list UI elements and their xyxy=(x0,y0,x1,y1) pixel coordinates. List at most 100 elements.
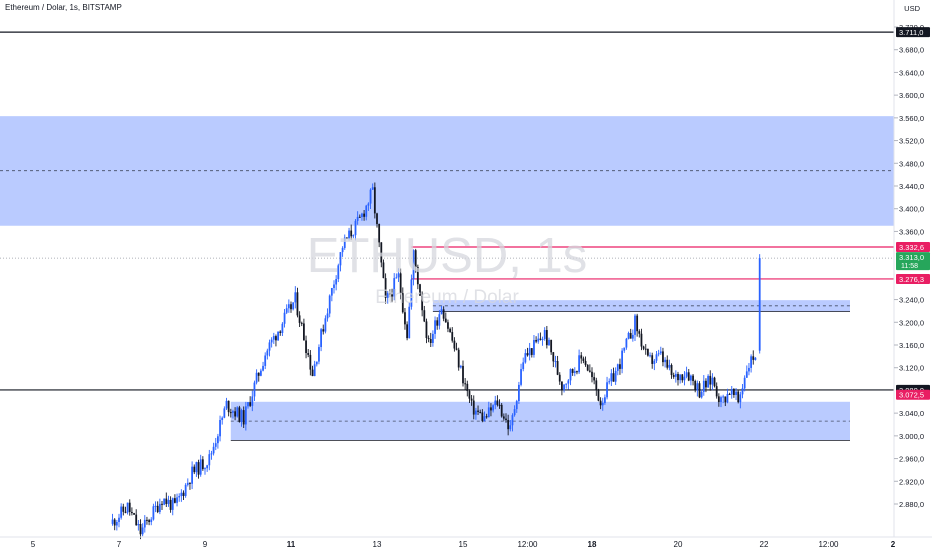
candle-body-147 xyxy=(427,337,430,339)
candle-body-245 xyxy=(638,331,641,334)
x-tick-label-1: 7 xyxy=(117,540,122,549)
candle-body-229 xyxy=(604,397,606,403)
candle-body-15 xyxy=(143,519,146,528)
candle-body-138 xyxy=(408,306,411,339)
currency-label[interactable]: USD xyxy=(904,4,920,13)
candle-body-99 xyxy=(324,318,327,332)
candle-body-96 xyxy=(318,347,320,362)
candle-body-6 xyxy=(124,511,127,513)
candle-body-236 xyxy=(619,364,621,369)
y-tick-label-18: 2.880,0 xyxy=(899,500,924,509)
candle-body-54 xyxy=(227,400,230,413)
candle-body-209 xyxy=(561,381,563,390)
candle-body-274 xyxy=(700,391,703,398)
y-tick-label-10: 3.240,0 xyxy=(899,296,924,305)
candle-body-262 xyxy=(674,373,677,377)
candle-body-65 xyxy=(251,396,254,406)
candle-body-40 xyxy=(197,462,200,475)
candle-body-221 xyxy=(586,364,589,371)
candle-body-12 xyxy=(137,523,140,526)
y-tick-label-3: 3.600,0 xyxy=(899,91,924,100)
price-marker-bg-0 xyxy=(896,27,930,38)
candle-body-199 xyxy=(539,338,542,340)
candle-body-66 xyxy=(253,382,256,397)
candle-body-106 xyxy=(339,252,342,266)
candle-body-86 xyxy=(296,292,299,316)
candle-body-14 xyxy=(141,527,144,535)
candle-body-151 xyxy=(436,320,439,326)
candle-body-48 xyxy=(214,443,217,447)
candle-body-115 xyxy=(358,216,361,218)
candle-body-27 xyxy=(169,499,172,510)
x-tick-label-0: 5 xyxy=(31,540,36,549)
candle-body-206 xyxy=(554,361,557,363)
candle-body-163 xyxy=(462,365,464,384)
candle-body-268 xyxy=(687,372,690,381)
candle-body-252 xyxy=(653,360,656,364)
y-tick-label-15: 3.000,0 xyxy=(899,432,924,441)
candle-body-114 xyxy=(356,216,359,221)
candle-body-51 xyxy=(221,417,224,421)
candle-body-58 xyxy=(236,407,239,417)
candle-body-50 xyxy=(219,420,221,437)
candle-body-259 xyxy=(668,364,671,368)
candle-body-271 xyxy=(694,380,697,391)
candle-body-267 xyxy=(685,372,688,377)
x-tick-label-6: 12:00 xyxy=(517,540,538,549)
candle-body-77 xyxy=(277,331,279,341)
candle-body-102 xyxy=(330,287,333,296)
candle-body-68 xyxy=(257,372,260,376)
candle-body-19 xyxy=(152,506,155,520)
candle-body-61 xyxy=(242,410,245,425)
candle-body-275 xyxy=(702,380,705,392)
candle-body-223 xyxy=(591,371,593,378)
chart-title[interactable]: Ethereum / Dolar, 1s, BITSTAMP xyxy=(5,3,122,12)
candle-body-126 xyxy=(382,262,385,279)
candle-body-55 xyxy=(229,412,232,414)
candle-body-135 xyxy=(401,293,404,313)
candle-body-20 xyxy=(154,505,157,507)
candle-body-276 xyxy=(705,380,707,388)
x-tick-label-11: 2 xyxy=(891,540,896,549)
candle-body-109 xyxy=(346,237,348,239)
candle-body-186 xyxy=(511,415,514,426)
candle-body-97 xyxy=(320,329,322,348)
candle-body-67 xyxy=(255,372,258,383)
candle-body-235 xyxy=(616,364,619,371)
candle-body-118 xyxy=(365,205,368,217)
candle-body-37 xyxy=(191,466,193,484)
candle-body-290 xyxy=(735,391,737,396)
candle-body-143 xyxy=(419,284,421,296)
candle-body-104 xyxy=(335,279,338,285)
candle-body-23 xyxy=(161,503,163,505)
candle-body-227 xyxy=(599,400,602,406)
candle-body-81 xyxy=(285,308,288,313)
candle-body-261 xyxy=(672,375,675,377)
candle-body-225 xyxy=(595,380,598,391)
candle-body-204 xyxy=(550,339,553,353)
candle-body-78 xyxy=(279,331,282,333)
y-tick-label-17: 2.920,0 xyxy=(899,477,924,486)
candle-body-258 xyxy=(666,359,669,368)
candle-body-136 xyxy=(404,312,406,325)
candle-body-120 xyxy=(369,189,372,204)
candle-body-137 xyxy=(406,324,408,339)
candle-body-181 xyxy=(500,404,503,417)
candle-body-297 xyxy=(750,356,752,368)
candle-body-111 xyxy=(350,230,353,237)
candle-body-60 xyxy=(240,410,243,423)
time-axis[interactable]: 5 7 9 11 13 15 12:00 18 20 22 12:00 2 xyxy=(31,540,896,549)
candle-body-92 xyxy=(309,354,312,370)
candle-body-200 xyxy=(541,339,544,341)
candle-body-283 xyxy=(720,397,722,403)
candle-body-87 xyxy=(298,315,301,323)
candle-body-91 xyxy=(307,353,310,355)
current-price-label: 3.313,0 xyxy=(899,253,924,262)
candle-body-108 xyxy=(343,237,346,248)
candle-body-89 xyxy=(303,323,305,341)
candle-body-90 xyxy=(305,340,307,354)
candle-body-103 xyxy=(333,284,335,288)
candle-body-201 xyxy=(543,330,546,340)
candle-body-74 xyxy=(270,339,273,343)
